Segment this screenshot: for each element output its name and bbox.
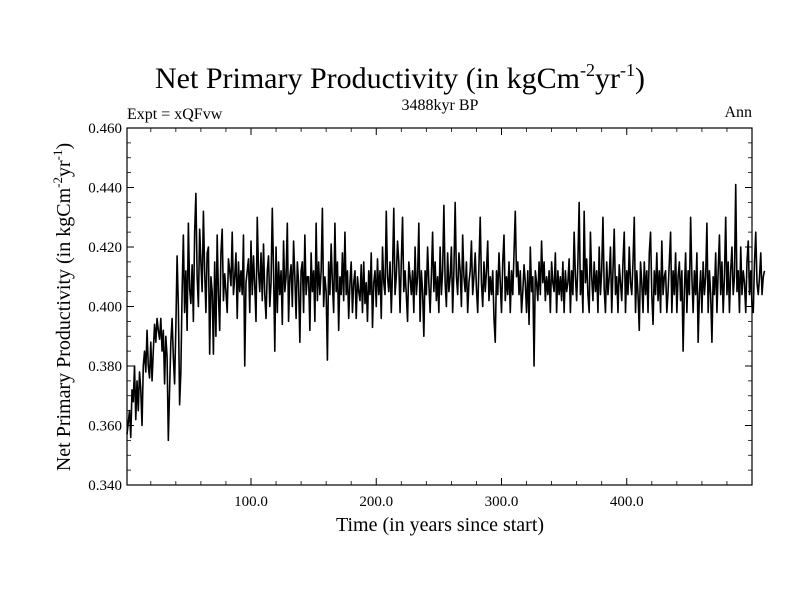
- chart-title-main: Net Primary Productivity (in kgCm: [155, 62, 580, 95]
- y-tick-label-6: 0.460: [88, 121, 122, 137]
- axis-tick-labels: 0.340 0.360 0.380 0.400 0.420 0.440 0.460 100.0…: [88, 121, 643, 510]
- y-axis-label-mid: yr: [53, 160, 75, 177]
- chart-title-sup1: -2: [580, 60, 595, 80]
- series-layer: [126, 183, 766, 442]
- x-axis-label: Time (in years since start): [336, 514, 544, 536]
- chart-title-mid: yr: [595, 62, 620, 95]
- x-tick-label-3: 400.0: [610, 494, 644, 510]
- chart-title-sup2: -1: [620, 60, 635, 80]
- chart-title: Net Primary Productivity (in kgCm-2yr-1): [155, 60, 645, 95]
- y-axis-label-end: ): [53, 143, 75, 150]
- x-tick-label-1: 200.0: [359, 494, 393, 510]
- y-tick-label-1: 0.360: [88, 419, 122, 435]
- chart-title-end: ): [635, 62, 645, 95]
- y-axis-label: Net Primary Productivity (in kgCm-2yr-1): [50, 143, 75, 471]
- y-tick-label-5: 0.440: [88, 181, 122, 197]
- y-tick-label-4: 0.420: [88, 240, 122, 256]
- x-tick-label-0: 100.0: [234, 494, 268, 510]
- series-line-npp: [126, 183, 766, 442]
- period-label: 3488kyr BP: [402, 97, 479, 114]
- season-label: Ann: [724, 104, 752, 121]
- x-tick-label-2: 300.0: [485, 494, 519, 510]
- y-axis-label-sup1: -2: [50, 177, 65, 188]
- y-tick-label-3: 0.400: [88, 300, 122, 316]
- plot-frame: [126, 127, 753, 486]
- experiment-label: Expt = xQFvw: [127, 106, 223, 123]
- y-axis-label-sup2: -1: [50, 150, 65, 161]
- y-tick-label-2: 0.380: [88, 359, 122, 375]
- y-axis-label-main: Net Primary Productivity (in kgCm: [53, 187, 75, 471]
- y-tick-label-0: 0.340: [88, 478, 122, 494]
